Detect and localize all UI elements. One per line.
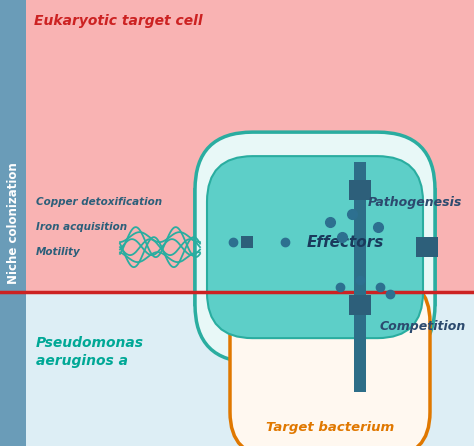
Bar <box>349 295 371 314</box>
Text: Niche colonization: Niche colonization <box>7 162 19 284</box>
Text: Effectors: Effectors <box>306 235 383 250</box>
FancyBboxPatch shape <box>230 277 430 446</box>
Text: Target bacterium: Target bacterium <box>266 421 394 434</box>
Bar <box>241 236 254 248</box>
Bar <box>0 0 26 446</box>
Text: Eukaryotic target cell: Eukaryotic target cell <box>34 14 203 28</box>
Text: Iron acquisition: Iron acquisition <box>36 222 127 232</box>
Bar <box>0 0 474 292</box>
Bar <box>416 237 438 257</box>
Text: Motility: Motility <box>36 247 81 257</box>
FancyBboxPatch shape <box>195 190 435 305</box>
Text: Pseudomonas
aeruginos a: Pseudomonas aeruginos a <box>36 336 144 368</box>
Text: Competition: Competition <box>380 320 466 333</box>
FancyBboxPatch shape <box>207 156 423 338</box>
FancyBboxPatch shape <box>195 132 435 362</box>
Text: Copper detoxification: Copper detoxification <box>36 197 162 207</box>
Text: Pathogenesis: Pathogenesis <box>368 196 462 209</box>
Bar <box>349 180 371 200</box>
Bar <box>354 162 366 392</box>
